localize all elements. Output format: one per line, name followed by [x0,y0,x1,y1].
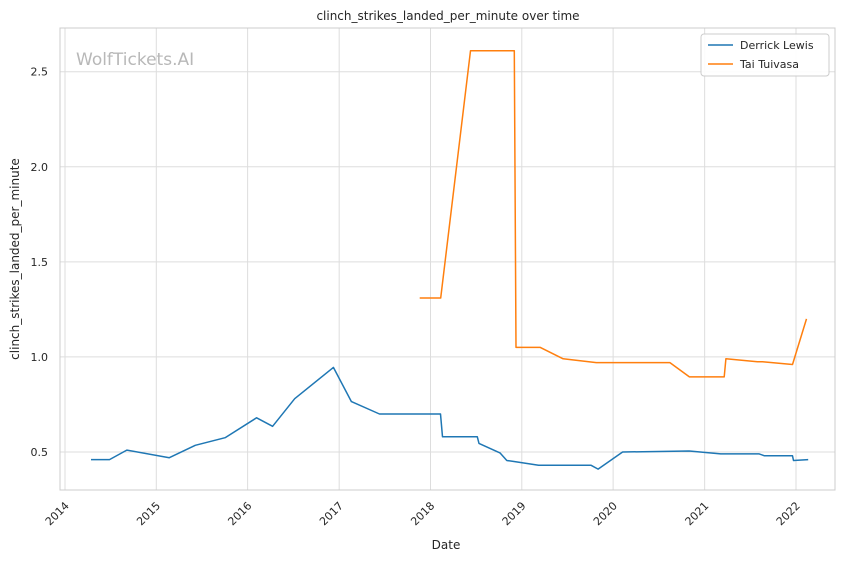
y-tick-label: 0.5 [31,446,49,459]
y-tick-label: 2.0 [31,161,49,174]
chart-title: clinch_strikes_landed_per_minute over ti… [316,9,579,23]
watermark: WolfTickets.AI [76,50,194,70]
y-tick-label: 2.5 [31,66,49,79]
series-line-derrick-lewis [91,366,809,470]
legend-label-tai-tuivasa: Tai Tuivasa [739,58,799,71]
x-axis-title: Date [432,538,461,552]
series-lines [91,50,809,470]
y-tick-label: 1.5 [31,256,49,269]
y-axis-ticks: 0.5 1.0 1.5 2.0 2.5 [31,66,49,459]
y-axis-title: clinch_strikes_landed_per_minute [8,158,22,360]
plot-frame [59,27,836,491]
legend-label-derrick-lewis: Derrick Lewis [740,39,814,52]
legend: Derrick Lewis Tai Tuivasa [700,33,830,77]
series-line-tai-tuivasa [419,50,808,378]
y-tick-label: 1.0 [31,351,49,364]
